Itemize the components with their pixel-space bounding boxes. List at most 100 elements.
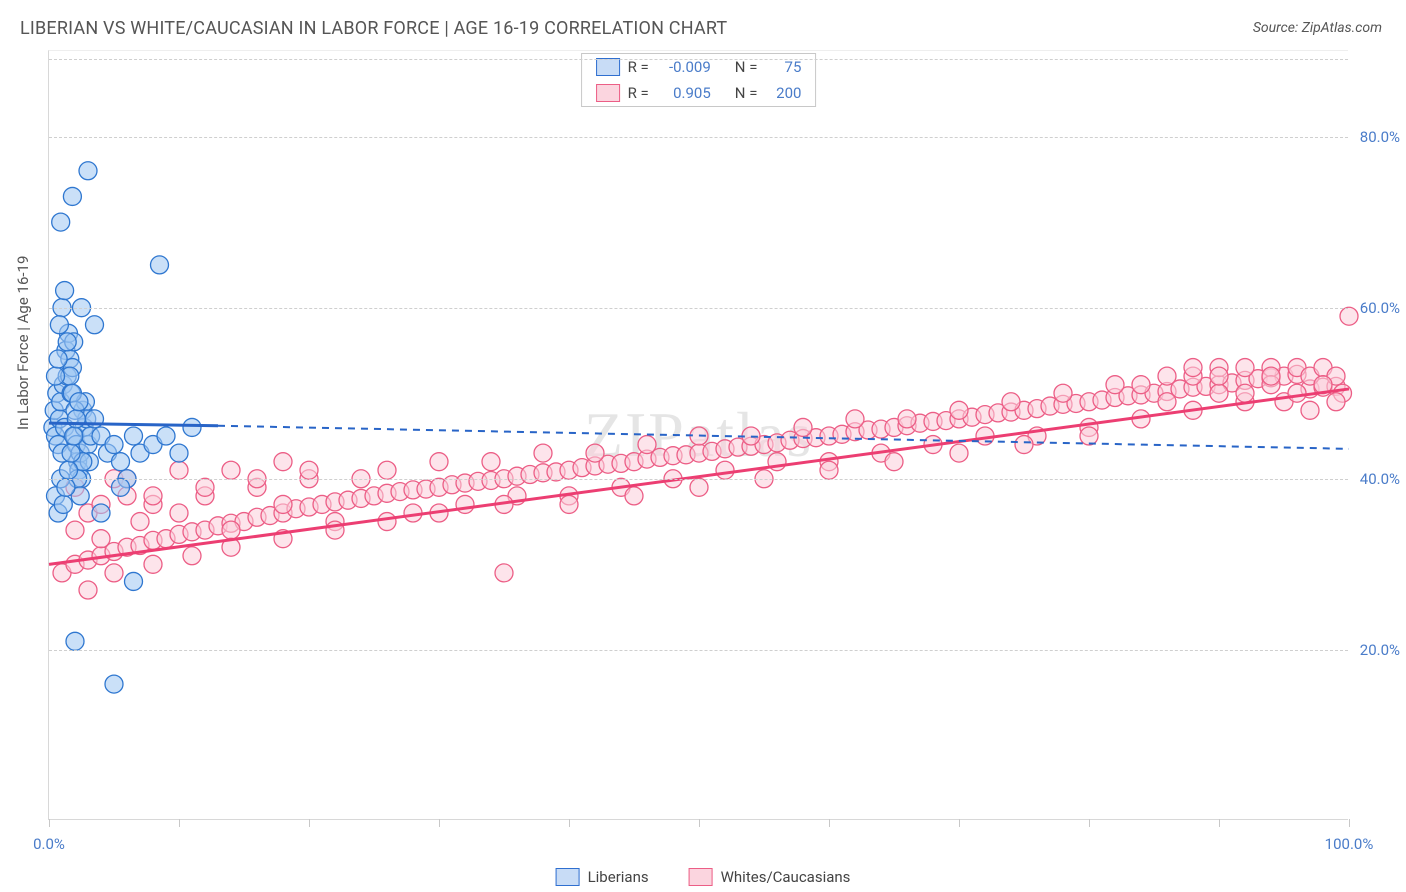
whites-point xyxy=(1106,376,1124,394)
source-label: Source: ZipAtlas.com xyxy=(1253,20,1382,36)
whites-point xyxy=(625,487,643,505)
x-tick xyxy=(179,819,180,827)
y-tick-label: 40.0% xyxy=(1360,470,1400,488)
liberians-point xyxy=(50,316,68,334)
x-tick xyxy=(699,819,700,827)
liberians-point xyxy=(79,162,97,180)
y-tick-label: 60.0% xyxy=(1360,299,1400,317)
whites-point xyxy=(1002,393,1020,411)
x-tick xyxy=(1349,819,1350,827)
liberians-point xyxy=(70,393,88,411)
liberians-point xyxy=(125,572,143,590)
x-tick xyxy=(49,819,50,827)
liberians-point xyxy=(66,632,84,650)
whites-point xyxy=(885,453,903,471)
liberians-point xyxy=(86,316,104,334)
whites-point xyxy=(1236,384,1254,402)
whites-point xyxy=(534,444,552,462)
whites-point xyxy=(1015,436,1033,454)
r-label: R = xyxy=(628,84,649,102)
liberians-point xyxy=(57,478,75,496)
n-label: N = xyxy=(735,58,758,76)
whites-point xyxy=(378,461,396,479)
whites-point xyxy=(1288,384,1306,402)
n-value-whites: 200 xyxy=(765,84,801,102)
x-tick xyxy=(1219,819,1220,827)
whites-point xyxy=(898,410,916,428)
liberians-point xyxy=(170,444,188,462)
chart-plot-area: ZIPatlas R = -0.009 N = 75 R = 0.905 N =… xyxy=(48,50,1348,820)
whites-point xyxy=(1210,367,1228,385)
whites-point xyxy=(378,513,396,531)
whites-point xyxy=(1158,367,1176,385)
legend-item-whites: Whites/Caucasians xyxy=(689,868,851,886)
whites-point xyxy=(495,564,513,582)
legend-row-liberians: R = -0.009 N = 75 xyxy=(582,54,816,80)
liberians-point xyxy=(65,427,83,445)
liberians-point xyxy=(92,504,110,522)
gridline xyxy=(49,137,1348,138)
legend-swatch-whites xyxy=(689,868,713,886)
legend-swatch-liberians xyxy=(596,58,620,76)
whites-point xyxy=(131,513,149,531)
whites-point xyxy=(1340,307,1358,325)
correlation-legend: R = -0.009 N = 75 R = 0.905 N = 200 xyxy=(581,53,817,107)
whites-point xyxy=(92,530,110,548)
x-tick xyxy=(439,819,440,827)
liberians-point xyxy=(54,495,72,513)
legend-label-liberians: Liberians xyxy=(588,868,649,886)
whites-point xyxy=(1184,359,1202,377)
x-tick xyxy=(569,819,570,827)
whites-point xyxy=(1132,376,1150,394)
whites-point xyxy=(170,461,188,479)
whites-point xyxy=(1158,393,1176,411)
whites-point xyxy=(274,495,292,513)
x-tick xyxy=(829,819,830,827)
whites-point xyxy=(716,461,734,479)
legend-swatch-whites xyxy=(596,84,620,102)
whites-point xyxy=(638,436,656,454)
whites-regression-line xyxy=(49,389,1349,564)
whites-point xyxy=(105,564,123,582)
gridline xyxy=(49,308,1348,309)
whites-point xyxy=(482,453,500,471)
whites-point xyxy=(274,453,292,471)
whites-point xyxy=(222,461,240,479)
x-tick-label: 0.0% xyxy=(33,835,65,853)
liberians-point xyxy=(49,350,67,368)
liberians-point xyxy=(105,675,123,693)
liberians-point xyxy=(67,410,85,428)
liberians-point xyxy=(47,367,65,385)
liberians-point xyxy=(151,256,169,274)
whites-point xyxy=(1236,359,1254,377)
whites-point xyxy=(183,547,201,565)
legend-item-liberians: Liberians xyxy=(556,868,649,886)
scatter-plot-svg xyxy=(49,51,1348,819)
y-tick-label: 80.0% xyxy=(1360,128,1400,146)
whites-point xyxy=(690,478,708,496)
whites-point xyxy=(456,495,474,513)
r-label: R = xyxy=(628,58,649,76)
liberians-point xyxy=(56,282,74,300)
whites-point xyxy=(144,487,162,505)
liberians-point xyxy=(112,453,130,471)
whites-point xyxy=(300,461,318,479)
whites-point xyxy=(196,478,214,496)
y-axis-label: In Labor Force | Age 16-19 xyxy=(14,256,32,430)
whites-point xyxy=(846,410,864,428)
liberians-point xyxy=(58,333,76,351)
r-value-liberians: -0.009 xyxy=(657,58,711,76)
whites-point xyxy=(1080,427,1098,445)
liberians-point xyxy=(105,436,123,454)
liberians-point xyxy=(112,478,130,496)
whites-point xyxy=(222,521,240,539)
whites-point xyxy=(794,418,812,436)
liberians-point xyxy=(157,427,175,445)
n-value-liberians: 75 xyxy=(765,58,801,76)
whites-point xyxy=(430,453,448,471)
y-tick-label: 20.0% xyxy=(1360,641,1400,659)
series-legend: Liberians Whites/Caucasians xyxy=(556,868,851,886)
whites-point xyxy=(144,555,162,573)
gridline xyxy=(49,479,1348,480)
whites-point xyxy=(950,444,968,462)
